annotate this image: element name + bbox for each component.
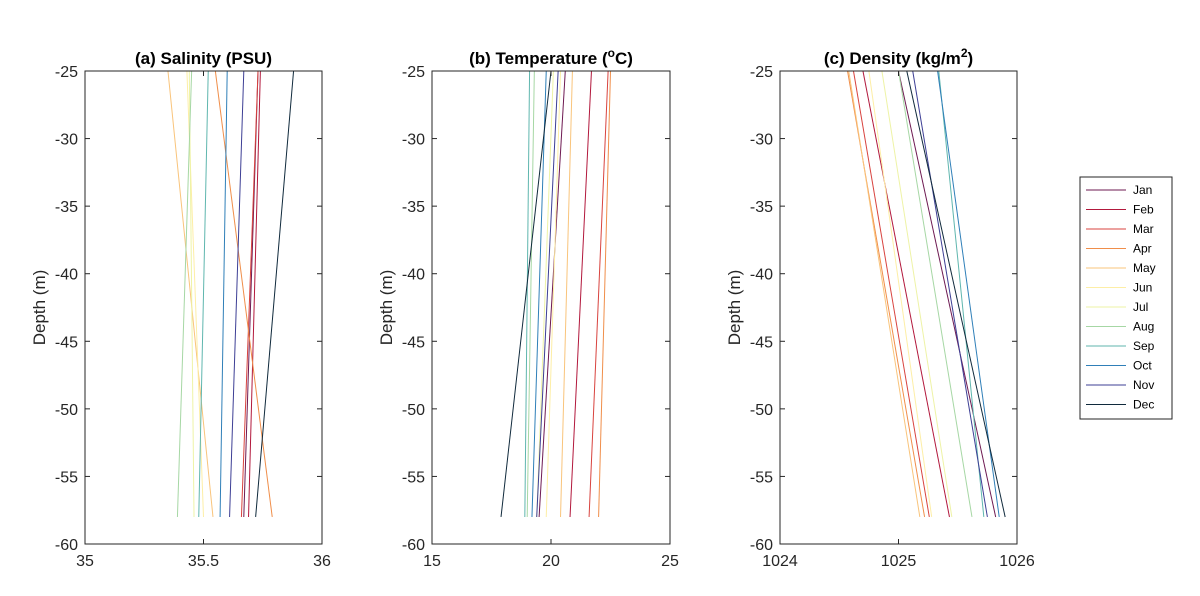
chart-title: (b) Temperature (oC) [469, 46, 633, 68]
series-line-mar [240, 70, 259, 517]
legend-label-nov: Nov [1133, 378, 1154, 392]
legend-label-may: May [1133, 261, 1156, 275]
y-tick-label: -25 [750, 64, 773, 81]
chart-title-text: (b) Temperature ( [469, 49, 608, 68]
series-line-sep [938, 70, 985, 518]
x-tick-label: 15 [423, 553, 441, 570]
series-line-aug [898, 70, 973, 518]
series-line-sep [198, 70, 209, 517]
chart-title-text: (a) Salinity (PSU) [135, 49, 272, 68]
series-line-aug [176, 70, 193, 517]
y-tick-label: -40 [750, 267, 773, 284]
x-tick-label: 35.5 [188, 553, 219, 570]
legend-label-oct: Oct [1133, 359, 1152, 373]
legend-label-dec: Dec [1133, 398, 1154, 412]
series-line-feb [248, 70, 261, 517]
series-line-dec [500, 70, 552, 518]
y-tick-label: -60 [402, 537, 425, 554]
series-line-aug [526, 70, 535, 517]
series-line-mar [588, 70, 609, 517]
x-tick-label: 20 [542, 553, 560, 570]
series-line-dec [255, 70, 295, 518]
series-line-sep [524, 70, 531, 517]
x-tick-label: 35 [76, 553, 94, 570]
legend-label-apr: Apr [1133, 242, 1152, 256]
y-tick-label: -45 [402, 334, 425, 351]
y-tick-label: -55 [402, 469, 425, 486]
chart-title-unit: ) [968, 49, 974, 68]
x-tick-label: 25 [661, 553, 679, 570]
y-tick-label: -60 [55, 537, 78, 554]
y-tick-label: -40 [402, 267, 425, 284]
series-line-dec [906, 70, 1006, 518]
chart-title-text: (c) Density (kg/m [824, 49, 961, 68]
series-line-jul [881, 70, 953, 518]
chart-title-superscript: o [608, 46, 615, 60]
legend-label-mar: Mar [1133, 222, 1154, 236]
y-axis-label: Depth (m) [725, 270, 744, 346]
x-tick-label: 36 [313, 553, 331, 570]
y-tick-label: -40 [55, 267, 78, 284]
y-axis-label: Depth (m) [30, 270, 49, 346]
series-line-nov [912, 70, 988, 518]
y-tick-label: -35 [55, 199, 78, 216]
y-tick-label: -55 [55, 469, 78, 486]
series-line-oct [219, 70, 228, 517]
legend-label-jul: Jul [1133, 300, 1148, 314]
legend-label-feb: Feb [1133, 203, 1154, 217]
series-line-jun [545, 70, 562, 517]
series-line-nov [229, 70, 245, 517]
y-tick-label: -25 [402, 64, 425, 81]
legend-label-jun: Jun [1133, 281, 1152, 295]
series-line-jan [538, 70, 566, 517]
y-tick-label: -50 [55, 402, 78, 419]
y-tick-label: -60 [750, 537, 773, 554]
series-line-feb [569, 70, 592, 517]
y-tick-label: -30 [55, 132, 78, 149]
y-tick-label: -50 [402, 402, 425, 419]
legend-label-jan: Jan [1133, 183, 1152, 197]
legend-label-aug: Aug [1133, 320, 1154, 334]
series-line-apr [214, 70, 273, 518]
y-tick-label: -30 [402, 132, 425, 149]
series-line-apr [598, 70, 611, 517]
chart-title: (c) Density (kg/m2) [824, 46, 973, 68]
series-line-jun [868, 70, 933, 518]
y-tick-label: -45 [55, 334, 78, 351]
plot-area [780, 71, 1017, 544]
legend-label-sep: Sep [1133, 339, 1155, 353]
series-line-feb [862, 70, 950, 518]
y-tick-label: -35 [402, 199, 425, 216]
y-tick-label: -45 [750, 334, 773, 351]
chart-title-superscript: 2 [961, 46, 968, 60]
y-tick-label: -25 [55, 64, 78, 81]
y-tick-label: -55 [750, 469, 773, 486]
y-axis-label: Depth (m) [377, 270, 396, 346]
x-tick-label: 1025 [881, 553, 917, 570]
series-line-may [560, 70, 573, 517]
chart-title: (a) Salinity (PSU) [135, 49, 272, 68]
series-line-nov [536, 70, 559, 517]
y-tick-label: -50 [750, 402, 773, 419]
series-line-mar [852, 70, 930, 518]
series-line-jul [188, 70, 195, 517]
series-line-oct [531, 70, 547, 517]
series-line-jan [898, 70, 997, 518]
y-tick-label: -30 [750, 132, 773, 149]
legend-box [1079, 176, 1173, 420]
series-line-may [848, 70, 921, 518]
y-tick-label: -35 [750, 199, 773, 216]
x-tick-label: 1024 [762, 553, 798, 570]
series-line-jul [536, 70, 554, 517]
x-tick-label: 1026 [999, 553, 1035, 570]
chart-title-unit: C) [615, 49, 633, 68]
series-line-may [167, 70, 214, 518]
